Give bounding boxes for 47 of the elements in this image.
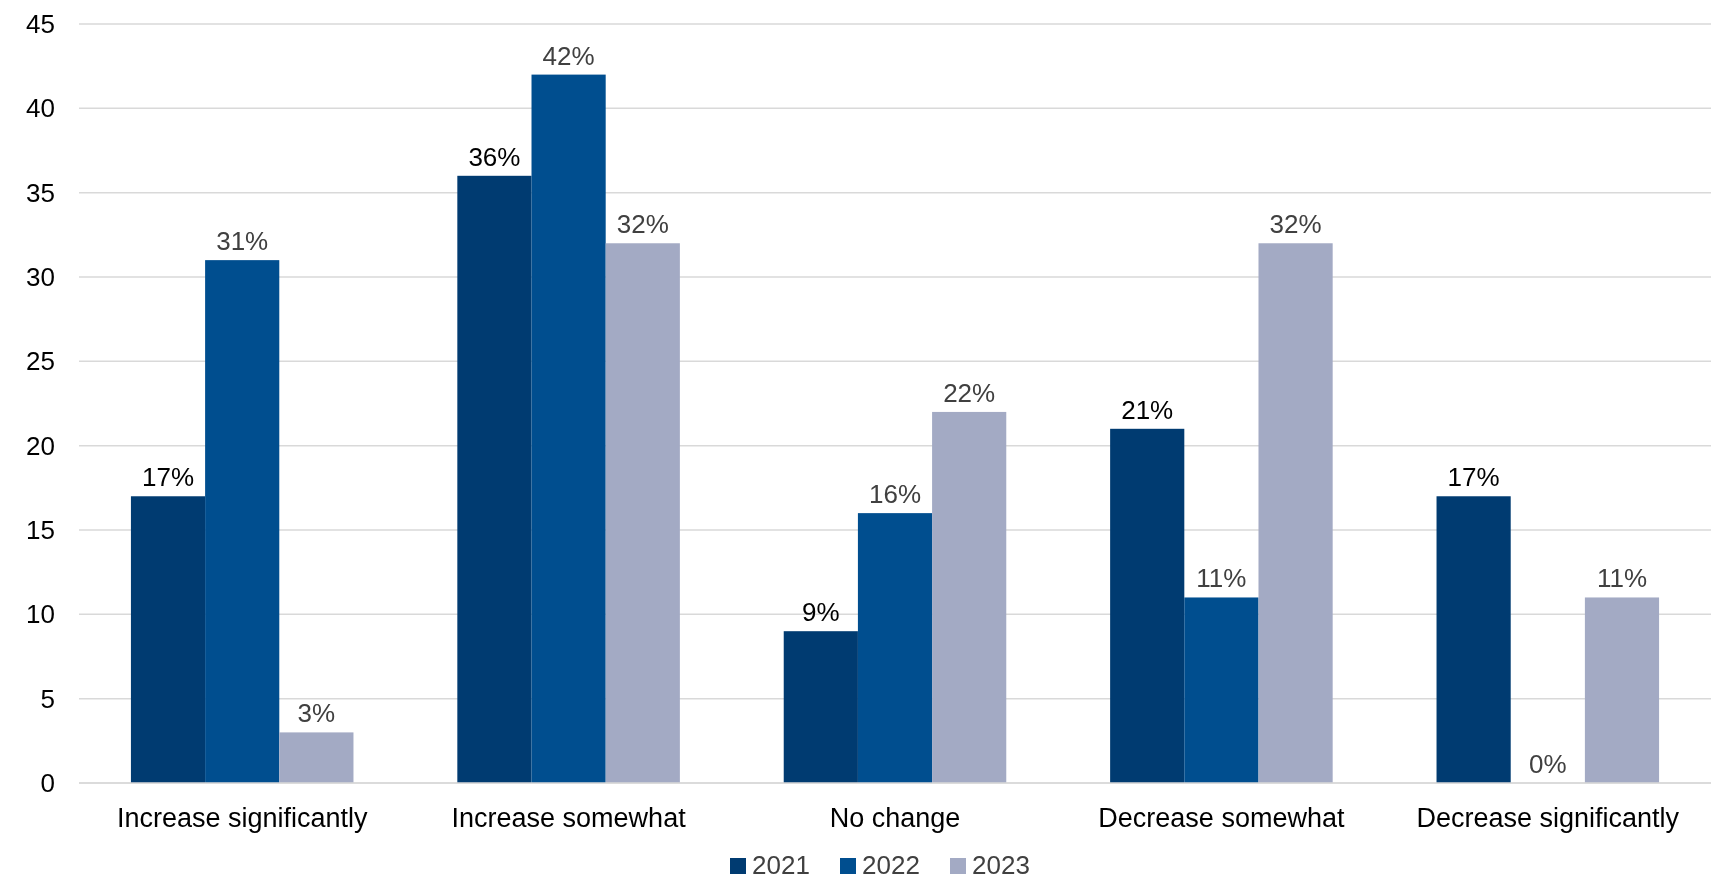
x-tick-label: Increase somewhat: [451, 803, 687, 833]
y-tick-label: 5: [40, 683, 55, 714]
bar: [783, 631, 858, 783]
bar: [531, 74, 606, 783]
y-tick-label: 20: [26, 430, 55, 461]
bar: [1436, 496, 1511, 783]
data-label: 11%: [1596, 563, 1648, 594]
legend-label: 2022: [862, 850, 920, 880]
data-label: 16%: [868, 479, 922, 510]
data-label: 42%: [542, 40, 595, 71]
data-label: 3%: [297, 698, 336, 729]
bar: [1258, 243, 1333, 783]
y-tick-label: 40: [26, 93, 55, 124]
data-label: 32%: [1269, 209, 1322, 240]
bar: [1110, 428, 1185, 783]
legend-label: 2021: [752, 850, 810, 880]
y-tick-label: 25: [26, 346, 55, 377]
legend-label: 2023: [972, 850, 1030, 880]
bar: [1184, 597, 1259, 783]
bar: [605, 243, 680, 783]
y-tick-label: 0: [40, 768, 55, 799]
data-label: 31%: [216, 226, 269, 257]
data-label: 17%: [141, 462, 195, 493]
bar: [857, 513, 933, 783]
bar: [130, 496, 206, 783]
y-tick-label: 30: [26, 262, 55, 293]
y-tick-label: 35: [26, 177, 55, 208]
y-tick-label: 15: [26, 515, 55, 546]
data-label: 32%: [616, 209, 669, 240]
data-label: 11%: [1196, 563, 1247, 594]
data-label: 22%: [943, 377, 996, 408]
data-label: 21%: [1121, 394, 1174, 425]
bar: [932, 411, 1007, 783]
bar: [1584, 597, 1660, 783]
x-tick-label: Decrease somewhat: [1098, 803, 1345, 833]
data-label: 36%: [468, 141, 521, 172]
y-tick-label: 10: [26, 599, 55, 630]
x-tick-label: Decrease significantly: [1416, 803, 1680, 833]
bar: [279, 732, 354, 783]
bar: [205, 260, 280, 783]
data-label: 9%: [802, 597, 840, 628]
x-tick-label: No change: [829, 803, 961, 833]
data-label: 17%: [1447, 462, 1500, 493]
data-label: 0%: [1529, 749, 1567, 779]
bar: [457, 175, 532, 783]
y-tick-label: 45: [26, 9, 55, 40]
x-tick-label: Increase significantly: [116, 803, 369, 833]
